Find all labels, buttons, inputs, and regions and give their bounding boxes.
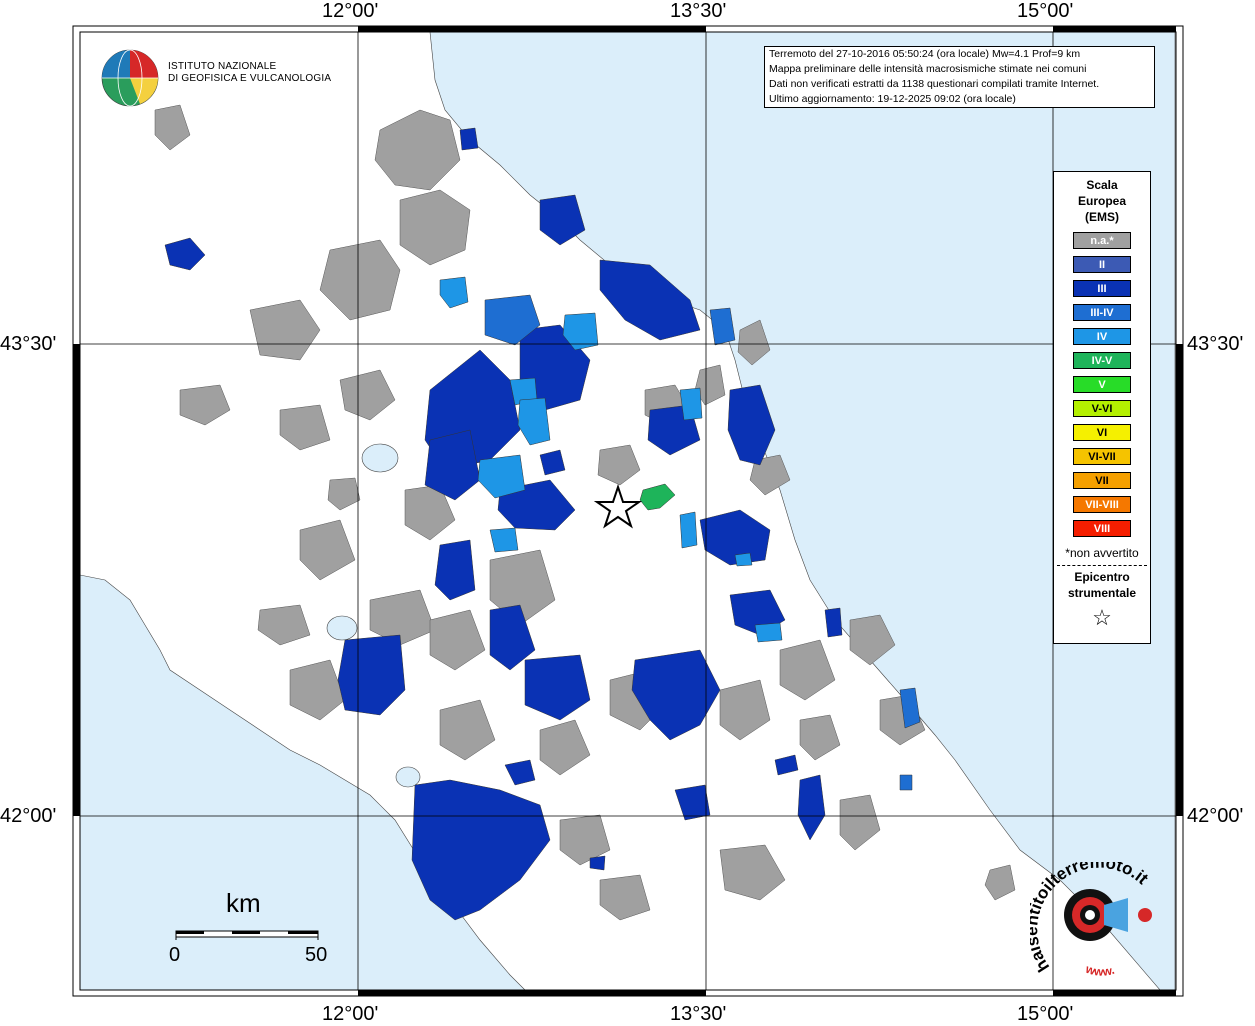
info-line3: Dati non verificati estratti da 1138 que… [769,78,1100,90]
legend-epicenter-label: Epicentro strumentale [1054,569,1150,601]
lon-label-bottom-1330: 13°30' [670,1003,727,1025]
legend-swatch: VII-VIII [1073,496,1131,513]
lon-label-bottom-15: 15°00' [1017,1003,1074,1025]
legend-swatch: VIII [1073,520,1131,537]
lon-label-top-12: 12°00' [322,0,379,22]
municipalities-iv [439,276,783,643]
legend-epi-line2: strumentale [1067,586,1137,600]
municipalities-iii [164,127,843,921]
legend-title-line3: (EMS) [1085,210,1119,224]
event-info-box: Terremoto del 27-10-2016 05:50:24 (ora l… [764,46,1155,108]
legend-title-line1: Scala [1086,178,1118,192]
municipalities-iii-iv [484,294,921,791]
legend-swatch: III-IV [1073,304,1131,321]
legend-swatch: V [1073,376,1131,393]
hsi-logo-icon [1064,889,1152,941]
municipality-iv-v [639,483,676,511]
scale-bar [175,930,319,940]
hsi-logo-name: haisentitoilterremoto.it [1030,862,1152,975]
legend-swatch: V-VI [1073,400,1131,417]
institute-line1: ISTITUTO NAZIONALE [168,61,277,72]
lat-label-right-4330: 43°30' [1187,333,1244,355]
svg-text:haisentitoilterremoto.it: haisentitoilterremoto.it [1030,862,1152,975]
hsi-logo-url: www. [1083,961,1116,979]
legend-note: *non avvertito [1065,546,1139,560]
legend-epi-line1: Epicentro [1074,570,1130,584]
lat-label-left-4330: 43°30' [0,333,57,355]
legend-title-line2: Europea [1077,194,1126,208]
ems-legend: Scala Europea (EMS) n.a.* II III III-IV IV IV… [1053,171,1151,644]
municipalities-na [154,104,1016,921]
legend-swatch: VI-VII [1073,448,1131,465]
lon-label-top-15: 15°00' [1017,0,1074,22]
lat-label-right-42: 42°00' [1187,805,1244,827]
lat-label-left-42: 42°00' [0,805,57,827]
legend-star-icon: ☆ [1092,605,1112,630]
tyrrhenian-sea [79,574,526,991]
info-line1: Terremoto del 27-10-2016 05:50:24 (ora l… [769,48,1081,60]
info-line4: Ultimo aggiornamento: 19-12-2025 09:02 (… [769,93,1016,105]
institute-name: ISTITUTO NAZIONALE DI GEOFISICA E VULCAN… [168,61,331,85]
legend-swatch: VII [1073,472,1131,489]
legend-separator [1057,565,1147,566]
svg-text:www.: www. [1083,961,1116,979]
legend-swatches: n.a.* II III III-IV IV IV-V V V-VI VI VI-VII VII VI… [1054,232,1150,537]
legend-swatch: III [1073,280,1131,297]
institute-line2: DI GEOFISICA E VULCANOLOGIA [168,73,332,84]
legend-swatch: VI [1073,424,1131,441]
legend-title: Scala Europea (EMS) [1054,177,1150,225]
legend-swatch: n.a.* [1073,232,1131,249]
ingv-globe-icon [101,49,159,107]
scale-max: 50 [305,944,328,966]
lake-trasimeno [361,443,399,473]
hsi-logo-text: haisentitoilterremoto.it www. [1030,862,1152,979]
map-frame [72,25,1184,997]
scale-min: 0 [169,944,181,966]
lake-bolsena [326,615,358,641]
legend-swatch: IV-V [1073,352,1131,369]
info-line2: Mappa preliminare delle intensità macros… [769,63,1087,75]
legend-swatch: II [1073,256,1131,273]
lake-bracciano [395,766,421,788]
lon-label-top-1330: 13°30' [670,0,727,22]
legend-swatch: IV [1073,328,1131,345]
epicenter-star-icon [593,483,643,529]
scale-unit: km [226,888,261,918]
lon-label-bottom-12: 12°00' [322,1003,379,1025]
